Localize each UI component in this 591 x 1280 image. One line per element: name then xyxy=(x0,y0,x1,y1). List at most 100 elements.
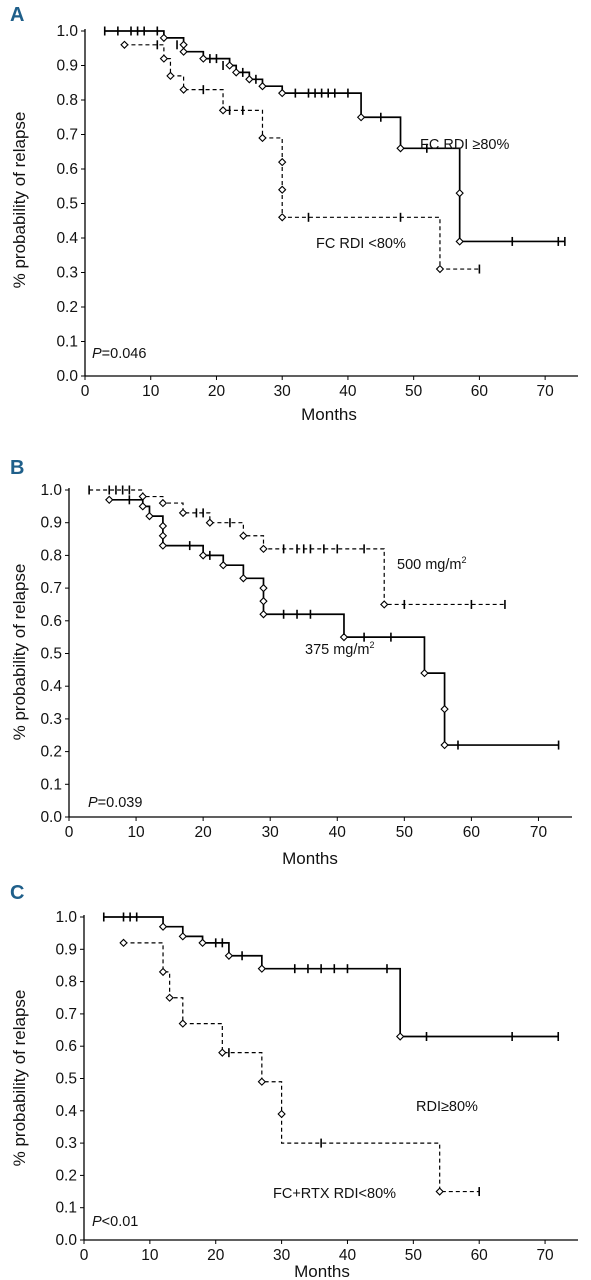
series-c-1-event-marker xyxy=(218,1048,227,1057)
ticks-c: 0.0 0.1 0.2 0.3 0.4 0.5 0.6 0.7 0.8 0.9 1.0 0 10 20 30… xyxy=(55,909,578,1264)
x-tick-label-c: 70 xyxy=(536,1247,554,1264)
series-label-500: 500 mg/m2 xyxy=(397,555,467,573)
p-value-b: P=0.039 xyxy=(88,795,142,811)
series-a-1-event-marker xyxy=(159,54,169,63)
series-c-0-line xyxy=(103,916,559,1038)
y-tick-label-a: 0.1 xyxy=(56,334,78,351)
series-label-fc-rtx-low: FC+RTX RDI<80% xyxy=(273,1186,396,1202)
series-a-0-event-marker xyxy=(199,54,208,63)
y-tick-label-a: 0.8 xyxy=(56,92,78,109)
y-tick-label-c: 0.2 xyxy=(55,1167,77,1184)
series-a-1-event-marker xyxy=(278,213,287,222)
series-b-1-event-marker xyxy=(145,511,154,521)
series-b-1-event-marker xyxy=(158,521,168,531)
x-tick-label-b: 60 xyxy=(463,824,481,841)
x-tick-label-a: 70 xyxy=(537,383,555,400)
p-value-a-rest: =0.046 xyxy=(102,346,147,362)
y-tick-label-c: 0.1 xyxy=(55,1200,77,1217)
p-value-c: P<0.01 xyxy=(92,1214,138,1230)
series-b-0-event-marker xyxy=(158,498,168,508)
series-b-1-event-marker xyxy=(339,632,349,642)
series-c-1-line xyxy=(123,942,480,1193)
x-tick-label-c: 50 xyxy=(405,1247,423,1264)
series-b-1-event-marker xyxy=(259,583,268,593)
series-a-1-event-marker xyxy=(120,40,129,49)
y-axis-title-a: % probability of relapse xyxy=(10,112,29,289)
ticks-b: 0.0 0.1 0.2 0.3 0.4 0.5 0.6 0.7 0.8 0.9 1.0 0 10 20 30… xyxy=(40,482,572,841)
series-b-1-event-marker xyxy=(198,551,208,560)
series-b-0-event-marker xyxy=(259,544,268,554)
y-tick-label-b: 0.1 xyxy=(40,776,62,793)
series-a-1-event-marker xyxy=(218,106,228,115)
y-tick-label-c: 0.8 xyxy=(55,974,77,991)
series-b-1-event-marker xyxy=(239,574,248,583)
y-tick-label-a: 0.6 xyxy=(56,161,78,178)
panel-c: C % probability of relapse Months 0.0 0.1… xyxy=(10,882,578,1280)
series-b-1-event-marker xyxy=(138,502,147,511)
x-tick-label-c: 0 xyxy=(80,1247,89,1264)
series-label-500-main: 500 mg/m xyxy=(397,557,461,573)
x-tick-label-c: 20 xyxy=(207,1247,225,1264)
x-tick-label-a: 30 xyxy=(274,383,292,400)
y-axis-title-c: % probability of relapse xyxy=(10,990,29,1167)
series-c-1-event-marker xyxy=(165,993,174,1002)
series-c-1-event-marker xyxy=(257,1077,267,1086)
y-tick-label-c: 0.6 xyxy=(55,1038,77,1055)
x-tick-label-b: 30 xyxy=(262,824,280,841)
series-a-0-event-marker xyxy=(258,82,267,91)
series-label-375-sup: 2 xyxy=(369,640,374,650)
series-c-0-event-marker xyxy=(257,964,267,973)
y-tick-label-b: 0.8 xyxy=(40,547,62,564)
series-a-1-event-marker xyxy=(166,71,175,81)
series-c-0-event-marker xyxy=(224,951,234,960)
series-label-375: 375 mg/m2 xyxy=(305,640,375,658)
p-value-c-rest: <0.01 xyxy=(102,1214,139,1230)
y-axis-title-b: % probability of relapse xyxy=(10,564,29,741)
x-tick-label-c: 30 xyxy=(273,1247,291,1264)
y-tick-label-a: 0.5 xyxy=(56,196,78,213)
panel-label-a: A xyxy=(10,4,24,26)
p-value-a: P=0.046 xyxy=(92,346,146,362)
series-b-0-line xyxy=(89,489,505,606)
ticks-a: 0.0 0.1 0.2 0.3 0.4 0.5 0.6 0.7 0.8 0.9 1.0 0 10 20 30… xyxy=(56,23,578,400)
y-tick-label-b: 0.9 xyxy=(40,515,62,532)
series-b-0-event-marker xyxy=(380,600,389,609)
series-a-1-event-marker xyxy=(278,157,287,167)
y-tick-label-a: 0.7 xyxy=(56,127,78,144)
x-tick-label-a: 50 xyxy=(405,383,423,400)
series-c-0-event-marker xyxy=(178,932,187,941)
series-b-0-event-marker xyxy=(138,492,147,501)
y-tick-label-c: 1.0 xyxy=(55,909,77,926)
x-axis-title-c: Months xyxy=(294,1262,350,1280)
plot-area-c xyxy=(102,912,560,1197)
series-label-rdi-high: RDI≥80% xyxy=(416,1099,478,1115)
y-tick-label-a: 0.3 xyxy=(56,265,78,282)
x-tick-label-a: 20 xyxy=(208,383,226,400)
series-b-1-line xyxy=(109,498,559,746)
x-tick-label-b: 50 xyxy=(396,824,414,841)
x-tick-label-b: 20 xyxy=(195,824,213,841)
series-a-1-event-marker xyxy=(435,264,445,274)
y-tick-label-b: 0.2 xyxy=(40,744,62,761)
y-tick-label-c: 0.4 xyxy=(55,1103,77,1120)
series-a-0-event-marker xyxy=(159,33,169,43)
x-tick-label-b: 70 xyxy=(530,824,548,841)
series-a-0-event-marker xyxy=(455,188,464,198)
series-a-0-event-marker xyxy=(278,88,287,98)
series-a-0-event-marker xyxy=(179,40,188,49)
y-tick-label-c: 0.3 xyxy=(55,1135,77,1152)
series-c-1-event-marker xyxy=(178,1019,187,1028)
series-label-fc-rdi-low: FC RDI <80% xyxy=(316,236,406,252)
series-a-0-event-marker xyxy=(245,75,254,84)
plot-area-b xyxy=(88,485,560,750)
series-label-500-sup: 2 xyxy=(461,555,466,565)
series-a-0-event-marker xyxy=(356,113,366,122)
series-a-1-event-marker xyxy=(258,133,267,143)
y-tick-label-b: 1.0 xyxy=(40,482,62,499)
p-value-b-italic: P xyxy=(88,795,98,811)
series-a-1-line xyxy=(124,44,480,270)
x-tick-label-c: 60 xyxy=(471,1247,489,1264)
series-b-1-event-marker xyxy=(259,610,268,619)
series-c-0-event-marker xyxy=(158,922,168,931)
y-tick-label-c: 0.9 xyxy=(55,941,77,958)
